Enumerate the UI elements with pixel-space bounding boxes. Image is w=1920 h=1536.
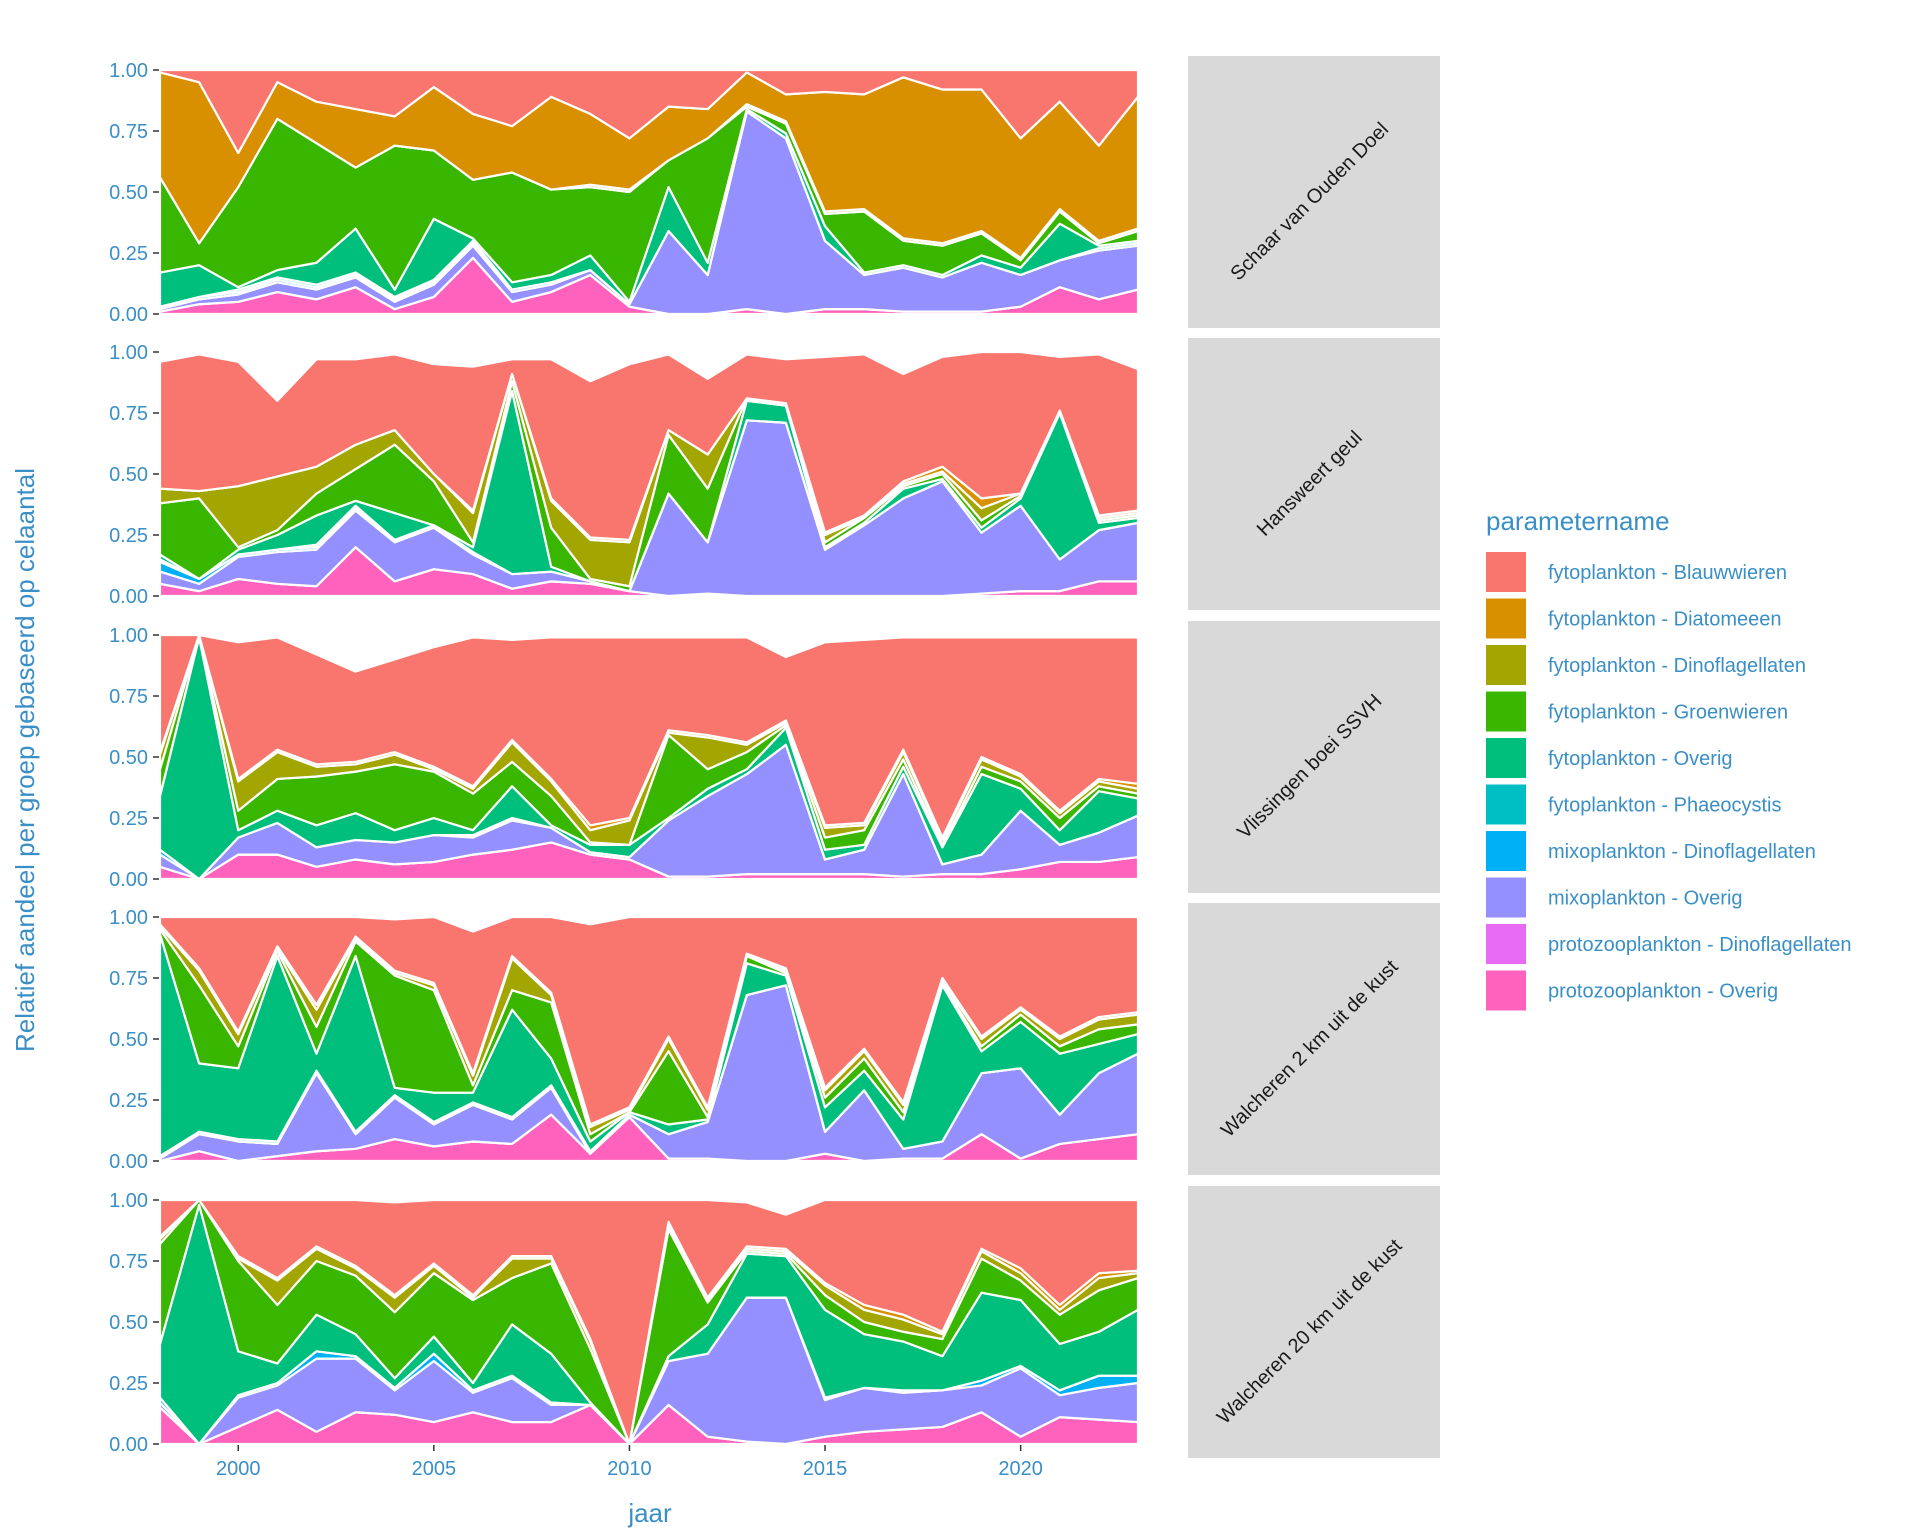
- y-tick-label: 0.25: [109, 1373, 148, 1395]
- legend-item: fytoplankton - Blauwwieren: [1486, 552, 1787, 592]
- facet-panel: 0.00 0.25 0.50 0.75 1.00 Schaar van Ouden Doe…: [109, 56, 1440, 328]
- y-tick-label: 0.25: [109, 525, 148, 547]
- y-tick-label: 0.50: [109, 1312, 148, 1334]
- facet-strip-background: [1188, 621, 1440, 893]
- facet-panel: 0.00 0.25 0.50 0.75 1.00 Walcheren 2 km uit d…: [109, 903, 1440, 1175]
- legend-label: fytoplankton - Dinoflagellaten: [1548, 655, 1806, 677]
- y-tick-label: 0.25: [109, 1090, 148, 1112]
- facet-strip-background: [1188, 338, 1440, 610]
- facet-strip-background: [1188, 1186, 1440, 1458]
- legend-title: parametername: [1486, 506, 1670, 536]
- legend-key: [1486, 645, 1526, 685]
- y-tick-label: 0.50: [109, 182, 148, 204]
- legend-label: fytoplankton - Overig: [1548, 748, 1733, 770]
- y-tick-label: 1.00: [109, 342, 148, 364]
- legend-label: protozooplankton - Overig: [1548, 981, 1778, 1003]
- y-tick-label: 1.00: [109, 907, 148, 929]
- legend-item: fytoplankton - Dinoflagellaten: [1486, 645, 1806, 685]
- y-tick-label: 0.25: [109, 243, 148, 265]
- legend-key: [1486, 552, 1526, 592]
- legend-item: fytoplankton - Groenwieren: [1486, 691, 1788, 732]
- legend-item: mixoplankton - Dinoflagellaten: [1486, 831, 1816, 871]
- legend-item: fytoplankton - Overig: [1486, 738, 1733, 778]
- area-fytoplankton-blauwwieren: [158, 1198, 1140, 1446]
- legend-item: fytoplankton - Phaeocystis: [1486, 784, 1781, 825]
- facet-strip-background: [1188, 903, 1440, 1175]
- facet-strip: Vlissingen boei SSVH: [1188, 621, 1440, 893]
- x-tick-label: 2010: [607, 1458, 652, 1480]
- legend-label: fytoplankton - Blauwwieren: [1548, 562, 1787, 584]
- x-tick-label: 2000: [216, 1458, 261, 1480]
- y-tick-label: 0.75: [109, 1251, 148, 1273]
- legend-item: mixoplankton - Overig: [1486, 877, 1743, 918]
- y-tick-label: 0.00: [109, 869, 148, 891]
- y-tick-label: 1.00: [109, 60, 148, 82]
- facet-strip: Schaar van Ouden Doel: [1188, 56, 1440, 328]
- facet-panel: 0.00 0.25 0.50 0.75 1.00 Vlissingen boei SSVH: [109, 621, 1440, 893]
- x-tick-label: 2015: [803, 1458, 848, 1480]
- legend-key: [1486, 598, 1526, 639]
- y-tick-label: 0.75: [109, 968, 148, 990]
- facet-strip-background: [1188, 56, 1440, 328]
- legend-key: [1486, 924, 1526, 964]
- legend-key: [1486, 831, 1526, 871]
- legend-key: [1486, 877, 1526, 918]
- y-tick-label: 0.00: [109, 304, 148, 326]
- x-tick-label: 2005: [412, 1458, 457, 1480]
- legend-item: fytoplankton - Diatomeeen: [1486, 598, 1781, 639]
- y-tick-label: 0.00: [109, 1434, 148, 1456]
- legend-item: protozooplankton - Overig: [1486, 970, 1778, 1011]
- facet-panel: 0.00 0.25 0.50 0.75 1.00 Hansweert geul: [109, 338, 1440, 610]
- x-tick-label: 2020: [998, 1458, 1043, 1480]
- facet-panel: 0.00 0.25 0.50 0.75 1.00 Walcheren 20 km uit …: [109, 1186, 1440, 1458]
- y-tick-label: 0.50: [109, 747, 148, 769]
- legend-label: fytoplankton - Groenwieren: [1548, 702, 1788, 724]
- facet-strip: Hansweert geul: [1188, 338, 1440, 610]
- facet-strip: Walcheren 20 km uit de kust: [1188, 1186, 1440, 1458]
- legend-label: protozooplankton - Dinoflagellaten: [1548, 934, 1852, 956]
- facet-strip: Walcheren 2 km uit de kust: [1188, 903, 1440, 1175]
- legend-item: protozooplankton - Dinoflagellaten: [1486, 924, 1852, 964]
- y-tick-label: 0.00: [109, 586, 148, 608]
- legend-key: [1486, 784, 1526, 825]
- facet-panels: 0.00 0.25 0.50 0.75 1.00 Schaar van Ouden Doe…: [109, 56, 1440, 1480]
- y-tick-label: 0.25: [109, 808, 148, 830]
- y-tick-label: 0.50: [109, 464, 148, 486]
- legend-label: mixoplankton - Overig: [1548, 888, 1743, 910]
- legend-key: [1486, 738, 1526, 778]
- y-tick-label: 0.75: [109, 121, 148, 143]
- y-tick-label: 1.00: [109, 625, 148, 647]
- area-fytoplankton-blauwwieren: [158, 350, 1140, 541]
- y-tick-label: 0.75: [109, 686, 148, 708]
- y-tick-label: 0.00: [109, 1151, 148, 1173]
- area-fytoplankton-blauwwieren: [158, 633, 1140, 839]
- y-tick-label: 0.75: [109, 403, 148, 425]
- legend-key: [1486, 691, 1526, 732]
- y-axis-title: Relatief aandeel per groep gebaseerd op …: [10, 468, 40, 1052]
- legend-label: mixoplankton - Dinoflagellaten: [1548, 841, 1816, 863]
- legend-label: fytoplankton - Diatomeeen: [1548, 609, 1781, 631]
- x-axis-title: jaar: [627, 1498, 672, 1528]
- y-tick-label: 0.50: [109, 1029, 148, 1051]
- legend: parametername fytoplankton - Blauwwieren…: [1486, 506, 1852, 1011]
- area-fytoplankton-blauwwieren: [158, 68, 1140, 155]
- legend-key: [1486, 970, 1526, 1011]
- legend-label: fytoplankton - Phaeocystis: [1548, 795, 1781, 817]
- y-tick-label: 1.00: [109, 1190, 148, 1212]
- area-fytoplankton-blauwwieren: [158, 915, 1140, 1126]
